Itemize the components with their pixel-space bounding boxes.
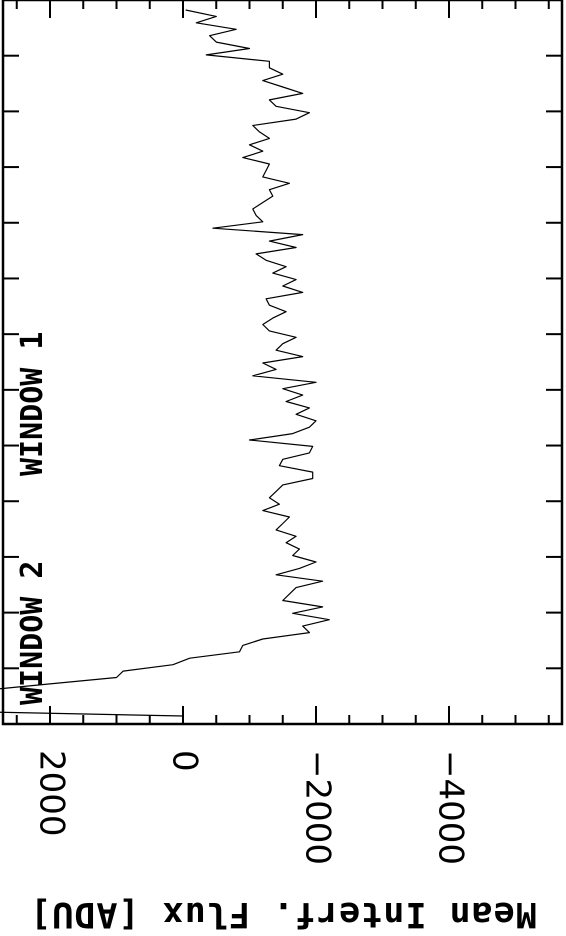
annotations: WINDOW 2 WINDOW 1 xyxy=(15,332,50,706)
annotation-window-1: WINDOW 1 xyxy=(15,332,50,477)
y-tick-label: −4000 xyxy=(431,750,471,865)
plot-frame xyxy=(1,0,564,726)
y-axis-label: Mean Interf. Flux [ADU] xyxy=(29,894,537,934)
tick-labels: 2000 0 −2000 −4000 xyxy=(32,750,471,865)
y-tick-label: −2000 xyxy=(298,750,338,865)
annotation-window-2: WINDOW 2 xyxy=(15,561,50,706)
y-tick-label: 2000 xyxy=(32,750,72,837)
y-tick-label: 0 xyxy=(165,750,205,772)
flux-series-line xyxy=(0,9,330,717)
tick-marks xyxy=(3,0,562,724)
